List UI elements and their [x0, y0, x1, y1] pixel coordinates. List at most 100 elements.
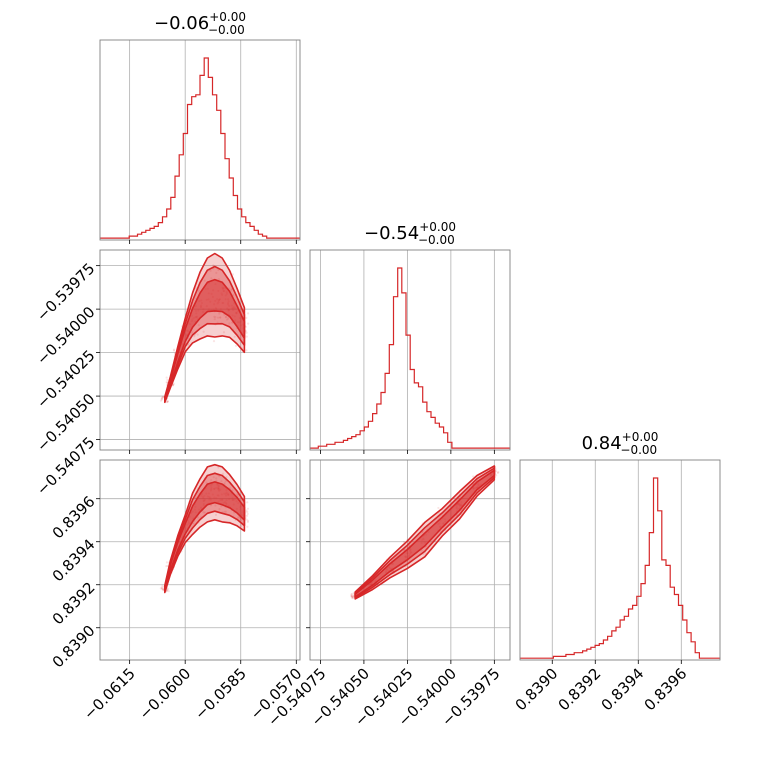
sample-point: [215, 477, 218, 480]
sample-point: [159, 399, 163, 402]
sample-point: [246, 520, 249, 524]
sample-point: [166, 378, 169, 382]
sample-point: [166, 400, 169, 404]
sample-point: [160, 587, 164, 590]
sample-point: [161, 396, 164, 399]
x-tick-label: −0.0600: [136, 664, 195, 723]
sample-point: [212, 264, 215, 267]
param-title-1: −0.06+0.00 −0.00: [154, 10, 246, 37]
sample-point: [162, 396, 165, 399]
grid-2-2: [551, 460, 682, 660]
sample-point: [350, 595, 354, 598]
sample-point: [497, 471, 500, 474]
sample-point: [215, 479, 218, 482]
sample-point: [219, 316, 222, 319]
sample-point: [218, 312, 221, 315]
sample-point: [203, 511, 206, 514]
sample-point: [352, 596, 355, 599]
sample-point: [161, 589, 165, 592]
param-title-2: −0.54+0.00 −0.00: [364, 220, 456, 247]
sample-point: [496, 471, 499, 474]
sample-point: [212, 340, 216, 343]
sample-point: [213, 318, 216, 321]
sample-point: [167, 590, 170, 593]
sample-point: [350, 593, 353, 596]
sample-point: [352, 594, 355, 597]
sample-point: [224, 480, 227, 483]
title-lower-error: −0.00: [208, 23, 245, 37]
title-upper-error: +0.00: [419, 220, 456, 234]
panel-2-0: [159, 463, 250, 594]
sample-point: [224, 316, 227, 319]
x-tick-label: −0.0585: [191, 664, 250, 723]
panel-2-1: [350, 465, 500, 600]
sample-point: [203, 279, 206, 282]
sample-point: [230, 289, 233, 292]
sample-point: [172, 382, 175, 385]
axes-frame-2-2: [519, 459, 721, 661]
axes-frame-1-0: [99, 249, 301, 451]
sample-point: [161, 587, 164, 590]
sample-point: [247, 312, 250, 315]
sample-point: [165, 561, 169, 564]
sample-point: [161, 584, 164, 587]
sample-point: [245, 514, 249, 517]
x-tick-label: 0.8396: [641, 664, 691, 714]
sample-point: [246, 512, 249, 516]
x-tick-label: 0.8394: [598, 664, 648, 714]
sample-point: [235, 493, 239, 496]
density-contour-3: [164, 481, 246, 592]
sample-point: [214, 316, 217, 319]
sample-point: [159, 587, 162, 590]
sample-point: [246, 525, 249, 528]
sample-point: [172, 348, 176, 351]
sample-point: [212, 476, 215, 479]
histogram-2: [310, 267, 511, 449]
sample-point: [472, 475, 475, 478]
sample-point: [240, 524, 243, 528]
sample-point: [219, 316, 222, 319]
sample-point: [202, 330, 205, 333]
axes-frame-1-1: [309, 249, 511, 451]
sample-point: [205, 481, 208, 484]
title-value: 0.84: [582, 433, 622, 454]
sample-point: [214, 513, 218, 516]
sample-point: [192, 522, 195, 525]
sample-point: [246, 501, 249, 504]
x-tick-label: 0.8390: [512, 664, 562, 714]
sample-point: [245, 349, 248, 352]
sample-point: [217, 278, 221, 281]
sample-point: [351, 597, 354, 600]
title-value: −0.54: [364, 223, 419, 244]
sample-point: [166, 400, 169, 403]
sample-point: [216, 316, 220, 319]
sample-point: [247, 322, 250, 325]
sample-point: [424, 552, 427, 555]
param-title-3: 0.84+0.00 −0.00: [582, 430, 659, 457]
sample-point: [350, 596, 353, 599]
sample-point: [220, 505, 223, 508]
sample-point: [218, 508, 221, 511]
y-tick-label: 0.8396: [49, 493, 99, 543]
sample-point: [215, 271, 218, 274]
sample-point: [172, 349, 176, 352]
sample-point: [237, 516, 240, 519]
sample-point: [166, 400, 169, 403]
sample-point: [244, 325, 247, 328]
sample-point: [231, 321, 234, 324]
sample-point: [231, 273, 234, 276]
sample-point: [162, 588, 165, 591]
sample-point: [350, 594, 353, 597]
sample-point: [494, 470, 497, 473]
sample-point: [437, 506, 440, 510]
sample-point: [495, 474, 498, 477]
sample-point: [245, 518, 248, 521]
sample-point: [245, 331, 248, 334]
title-lower-error: −0.00: [418, 233, 455, 247]
sample-point: [217, 268, 220, 272]
sample-point: [225, 318, 229, 321]
sample-point: [165, 381, 168, 384]
sample-point: [246, 519, 250, 522]
sample-point: [165, 565, 168, 568]
